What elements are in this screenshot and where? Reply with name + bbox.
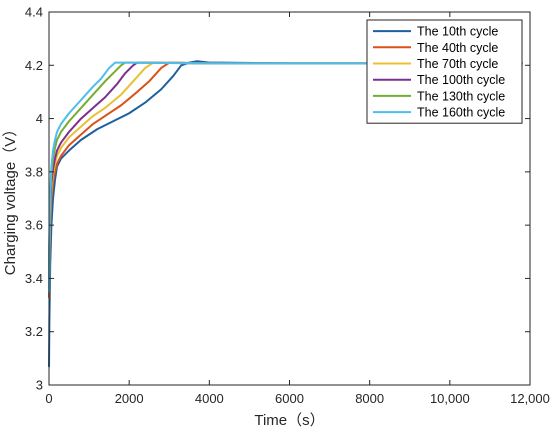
y-tick-label: 4 — [36, 111, 43, 126]
y-tick-label: 3.2 — [25, 324, 43, 339]
x-tick-label: 2000 — [115, 391, 144, 406]
x-tick-label: 6000 — [275, 391, 304, 406]
x-tick-label: 12,000 — [510, 391, 550, 406]
y-tick-label: 3.6 — [25, 218, 43, 233]
x-tick-label: 0 — [45, 391, 52, 406]
y-tick-label: 3.4 — [25, 271, 43, 286]
legend-box — [366, 19, 523, 124]
axes-layer: 0 2000 4000 6000 8000 10,000 12,000 3 3.2 3.4 3.6 3… — [25, 5, 550, 407]
y-tick-label: 4.4 — [25, 5, 43, 20]
x-axis-label: Time（s） — [254, 412, 324, 429]
y-tick-label: 3 — [36, 378, 43, 393]
y-tick-label: 4.2 — [25, 58, 43, 73]
legend-label-2: The 40th cycle — [417, 41, 498, 55]
legend-label-4: The 100th cycle — [417, 73, 505, 87]
series-line-6 — [48, 61, 523, 293]
legend: The 10th cycle The 40th cycle The 70th cyc… — [366, 19, 523, 124]
x-tick-label: 4000 — [195, 391, 224, 406]
series-layer — [48, 60, 523, 368]
legend-label-6: The 160th cycle — [417, 106, 505, 120]
y-tick-label: 3.8 — [25, 164, 43, 179]
legend-label-1: The 10th cycle — [417, 25, 498, 39]
x-tick-label: 10,000 — [430, 391, 470, 406]
legend-label-5: The 130th cycle — [417, 89, 505, 103]
x-tick-label: 8000 — [355, 391, 384, 406]
y-axis-label: Charging voltage（V） — [2, 122, 19, 275]
legend-label-3: The 70th cycle — [417, 57, 498, 71]
